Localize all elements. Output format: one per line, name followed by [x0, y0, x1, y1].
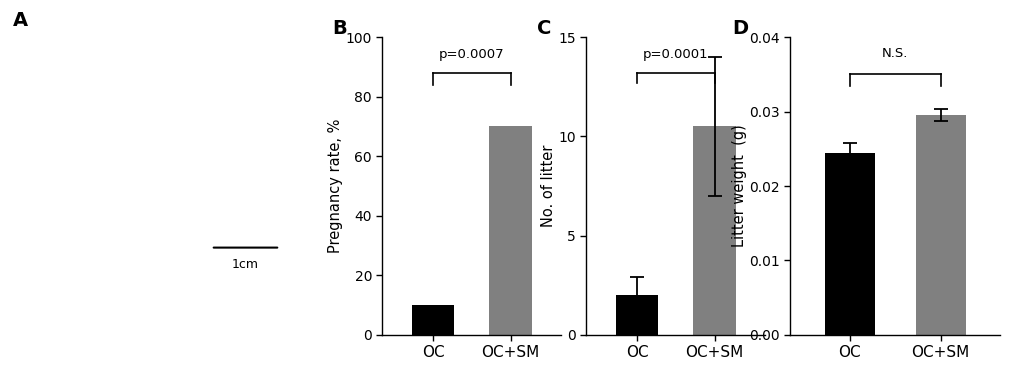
Bar: [693, 126, 735, 335]
Text: B: B: [332, 19, 346, 38]
Bar: [915, 115, 965, 335]
Text: p=0.0007: p=0.0007: [438, 48, 504, 61]
Text: N.S.: N.S.: [881, 46, 907, 60]
Text: 1cm: 1cm: [231, 258, 259, 271]
Y-axis label: Pregnancy rate, %: Pregnancy rate, %: [328, 119, 342, 253]
Text: p=0.0001: p=0.0001: [642, 48, 708, 61]
Bar: [412, 305, 453, 335]
Text: D: D: [732, 19, 747, 38]
Text: C: C: [536, 19, 550, 38]
Bar: [615, 295, 657, 335]
Y-axis label: No. of litter: No. of litter: [540, 145, 555, 227]
Text: A: A: [13, 11, 28, 30]
Bar: [823, 153, 873, 335]
Bar: [489, 126, 531, 335]
Y-axis label: Litter weight  (g): Litter weight (g): [731, 125, 746, 247]
